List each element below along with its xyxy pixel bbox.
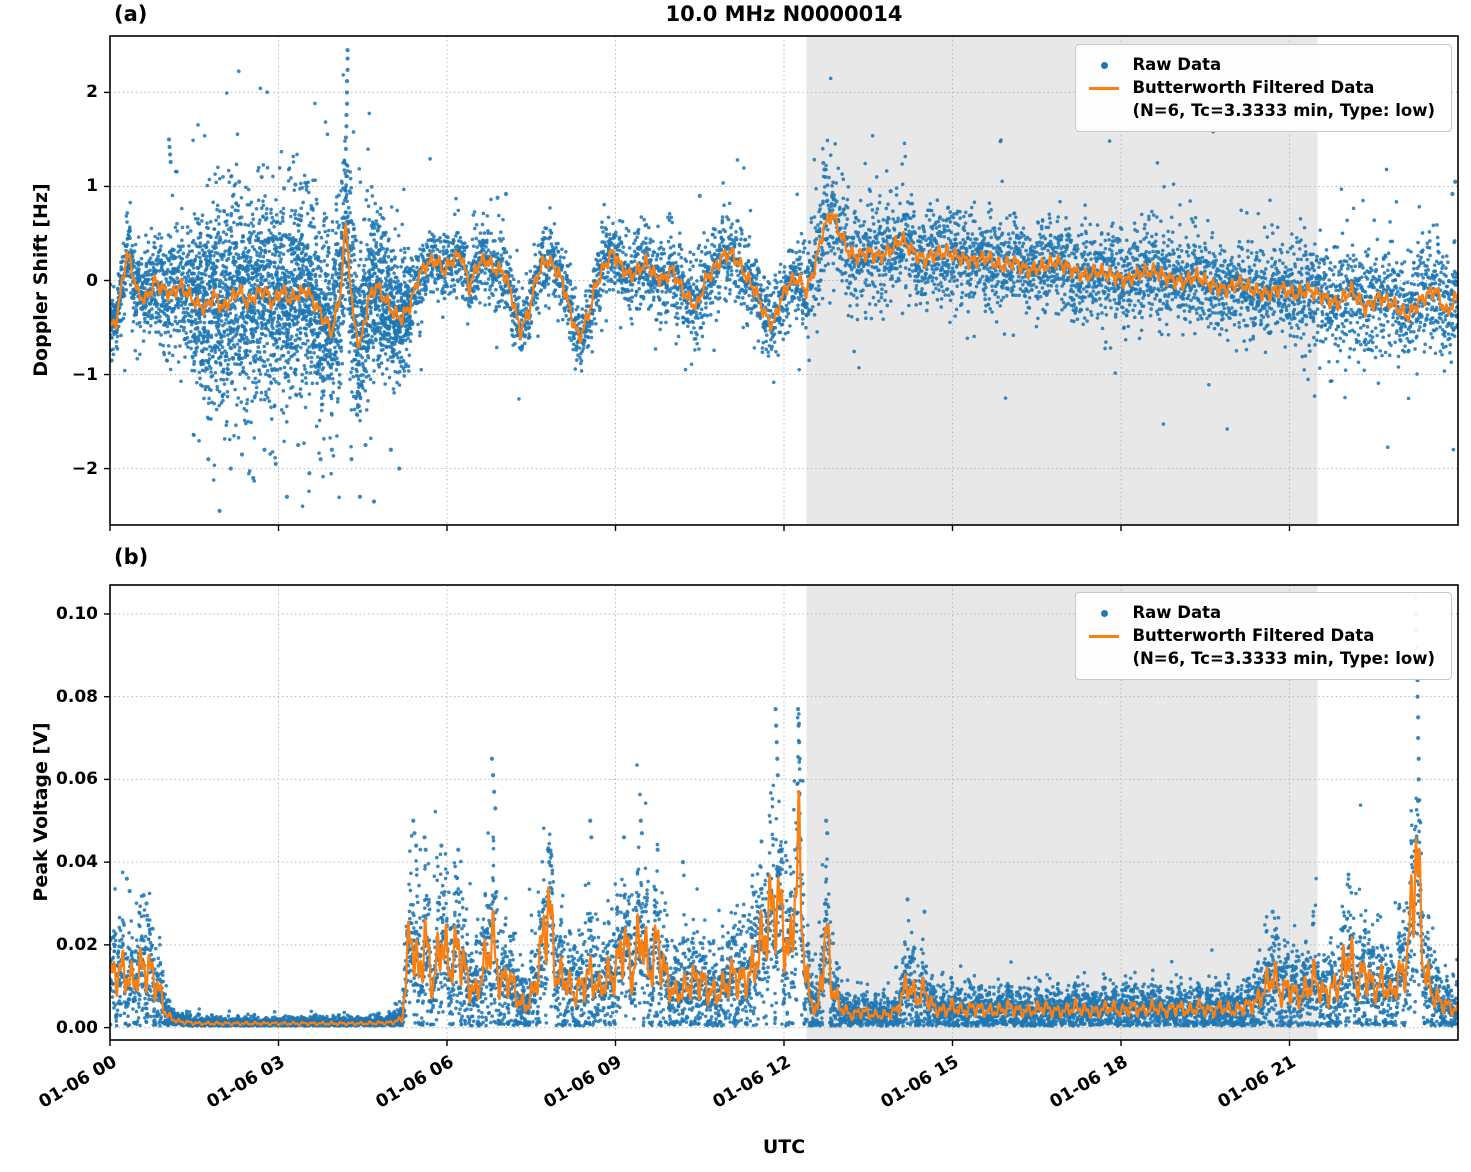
legend-panel-a: Raw Data Butterworth Filtered Data (N=6,… bbox=[1075, 44, 1452, 132]
y-tick-label: −2 bbox=[71, 458, 98, 479]
legend-row-filtered: Butterworth Filtered Data (N=6, Tc=3.333… bbox=[1086, 77, 1435, 122]
raw-data-dot-icon bbox=[1086, 602, 1122, 617]
chart-title: 10.0 MHz N0000014 bbox=[665, 2, 903, 26]
y-tick-label: 2 bbox=[86, 82, 98, 103]
panel-a-tag: (a) bbox=[114, 2, 148, 26]
y-axis-label-voltage: Peak Voltage [V] bbox=[30, 722, 52, 902]
legend-row-raw: Raw Data bbox=[1086, 54, 1435, 76]
x-axis-label: UTC bbox=[762, 1136, 806, 1158]
y-tick-label: 0.08 bbox=[56, 686, 98, 707]
y-tick-label: 0.10 bbox=[56, 603, 98, 624]
y-tick-label: 0 bbox=[86, 270, 98, 291]
legend-filtered-label: Butterworth Filtered Data bbox=[1132, 78, 1375, 98]
legend-raw-label: Raw Data bbox=[1132, 55, 1222, 74]
filtered-line-icon bbox=[1086, 625, 1122, 639]
filtered-line-icon bbox=[1086, 77, 1122, 91]
legend-row-filtered: Butterworth Filtered Data (N=6, Tc=3.333… bbox=[1086, 625, 1435, 670]
y-tick-label: −1 bbox=[71, 364, 98, 385]
legend-raw-label: Raw Data bbox=[1132, 603, 1222, 622]
legend-row-raw: Raw Data bbox=[1086, 602, 1435, 624]
raw-data-dot-icon bbox=[1086, 54, 1122, 69]
y-tick-label: 1 bbox=[86, 176, 98, 197]
panel-b-tag: (b) bbox=[114, 545, 149, 569]
legend-filtered-sublabel: (N=6, Tc=3.3333 min, Type: low) bbox=[1132, 100, 1435, 120]
legend-filtered-label: Butterworth Filtered Data bbox=[1132, 626, 1375, 646]
legend-panel-b: Raw Data Butterworth Filtered Data (N=6,… bbox=[1075, 592, 1452, 680]
y-tick-label: 0.02 bbox=[56, 934, 98, 955]
y-tick-label: 0.04 bbox=[56, 852, 98, 873]
y-tick-label: 0.00 bbox=[56, 1017, 98, 1038]
legend-filtered-sublabel: (N=6, Tc=3.3333 min, Type: low) bbox=[1132, 648, 1435, 668]
y-tick-label: 0.06 bbox=[56, 769, 98, 790]
